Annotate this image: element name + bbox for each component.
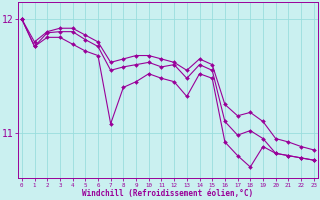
X-axis label: Windchill (Refroidissement éolien,°C): Windchill (Refroidissement éolien,°C)	[82, 189, 253, 198]
